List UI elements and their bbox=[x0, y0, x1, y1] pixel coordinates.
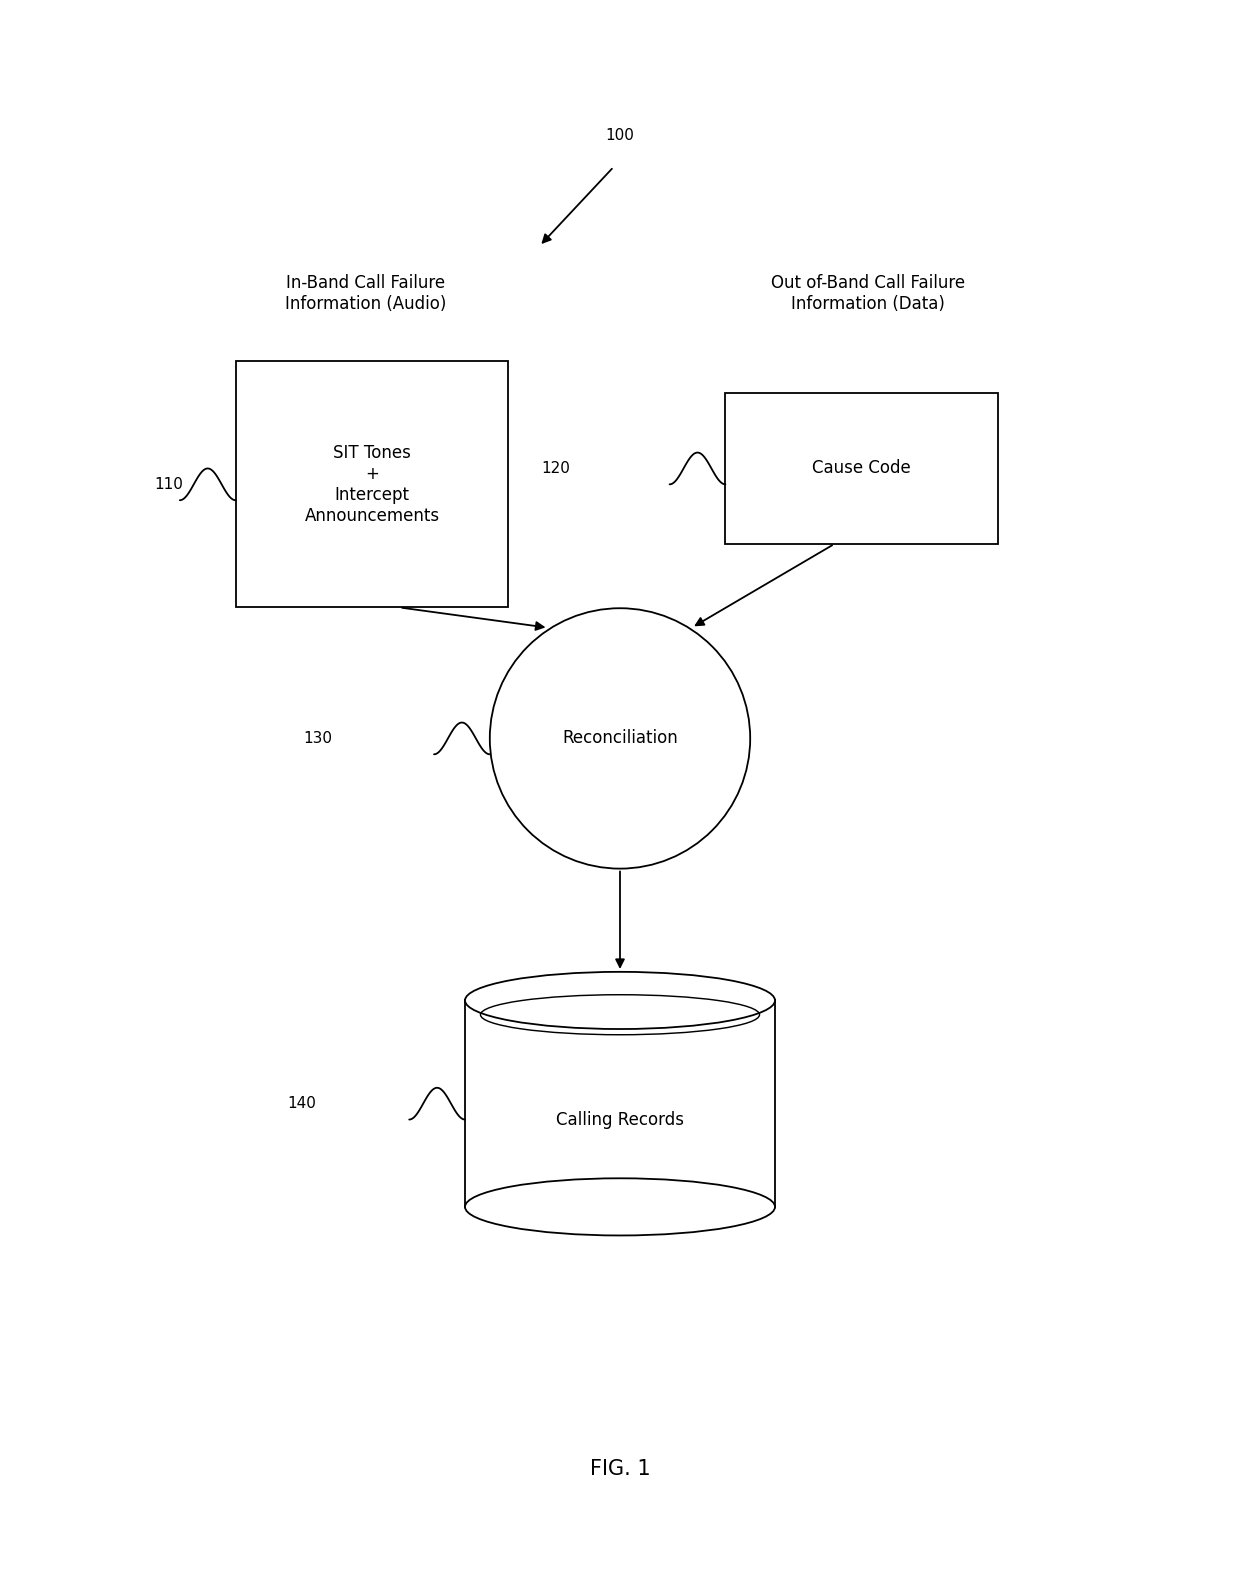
Text: Reconciliation: Reconciliation bbox=[562, 729, 678, 748]
Text: 120: 120 bbox=[542, 461, 570, 476]
Text: 140: 140 bbox=[288, 1096, 316, 1112]
Text: 130: 130 bbox=[304, 730, 332, 746]
Text: 110: 110 bbox=[155, 476, 184, 492]
Text: In-Band Call Failure
Information (Audio): In-Band Call Failure Information (Audio) bbox=[285, 275, 446, 313]
Text: Calling Records: Calling Records bbox=[556, 1110, 684, 1129]
Ellipse shape bbox=[465, 972, 775, 1029]
Bar bbox=[465, 1000, 775, 1207]
Ellipse shape bbox=[490, 608, 750, 869]
Text: Cause Code: Cause Code bbox=[812, 459, 911, 478]
FancyBboxPatch shape bbox=[236, 362, 508, 608]
Text: Out of-Band Call Failure
Information (Data): Out of-Band Call Failure Information (Da… bbox=[771, 275, 965, 313]
Text: 100: 100 bbox=[605, 129, 635, 143]
FancyBboxPatch shape bbox=[725, 394, 998, 543]
Ellipse shape bbox=[465, 1178, 775, 1235]
Text: SIT Tones
+
Intercept
Announcements: SIT Tones + Intercept Announcements bbox=[305, 445, 439, 524]
Text: FIG. 1: FIG. 1 bbox=[590, 1459, 650, 1478]
